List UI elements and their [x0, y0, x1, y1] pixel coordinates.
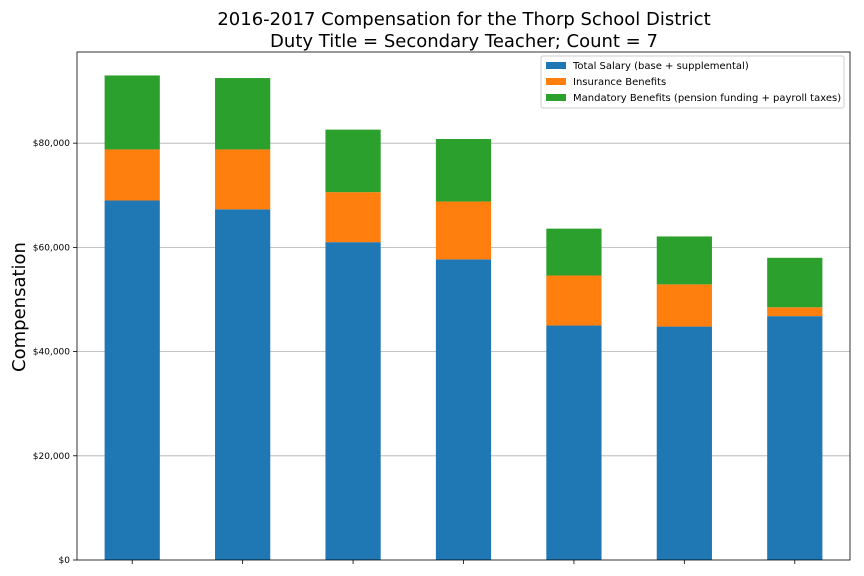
bar-segment — [767, 316, 823, 560]
bar-segment — [546, 228, 602, 276]
bar-segment — [546, 275, 602, 326]
legend-swatch — [546, 94, 566, 101]
bar-segment — [325, 192, 381, 243]
bar-segment — [215, 78, 271, 150]
y-tick-label: $40,000 — [33, 348, 70, 358]
legend-label: Total Salary (base + supplemental) — [572, 61, 749, 72]
bars — [104, 75, 823, 561]
bar-segment — [215, 149, 271, 210]
bar-segment — [215, 209, 271, 561]
y-tick-label: $20,000 — [33, 452, 70, 462]
bar-segment — [546, 325, 602, 560]
bar-segment — [656, 236, 712, 285]
legend-box — [540, 55, 845, 109]
bar-segment — [767, 257, 823, 308]
legend-swatch — [546, 62, 566, 69]
bar-segment — [104, 149, 160, 201]
bar-segment — [435, 259, 492, 560]
y-tick-label: $80,000 — [33, 139, 70, 149]
plot-frame — [76, 51, 851, 561]
legend-label: Insurance Benefits — [573, 77, 666, 88]
bar-segment — [656, 326, 712, 560]
bar-segment — [435, 201, 492, 260]
bar-segment — [104, 75, 160, 150]
bar-segment — [435, 139, 492, 202]
legend: Total Salary (base + supplemental) Insura… — [540, 55, 845, 109]
y-tick-label: $60,000 — [33, 243, 70, 253]
y-axis-label: Compensation — [9, 242, 30, 372]
bar-segment — [767, 307, 823, 317]
bar-segment — [656, 284, 712, 327]
y-tick-label: $0 — [59, 556, 71, 566]
bar-segment — [104, 200, 160, 560]
axes: $0 $20,000 $40,000 $60,000 $80,000 — [33, 51, 851, 566]
legend-swatch — [546, 78, 566, 85]
legend-label: Mandatory Benefits (pension funding + pa… — [573, 93, 841, 104]
chart-title: 2016-2017 Compensation for the Thorp Sch… — [217, 9, 710, 30]
bar-segment — [325, 242, 381, 560]
chart-subtitle: Duty Title = Secondary Teacher; Count = … — [270, 31, 658, 52]
bar-segment — [325, 129, 381, 193]
